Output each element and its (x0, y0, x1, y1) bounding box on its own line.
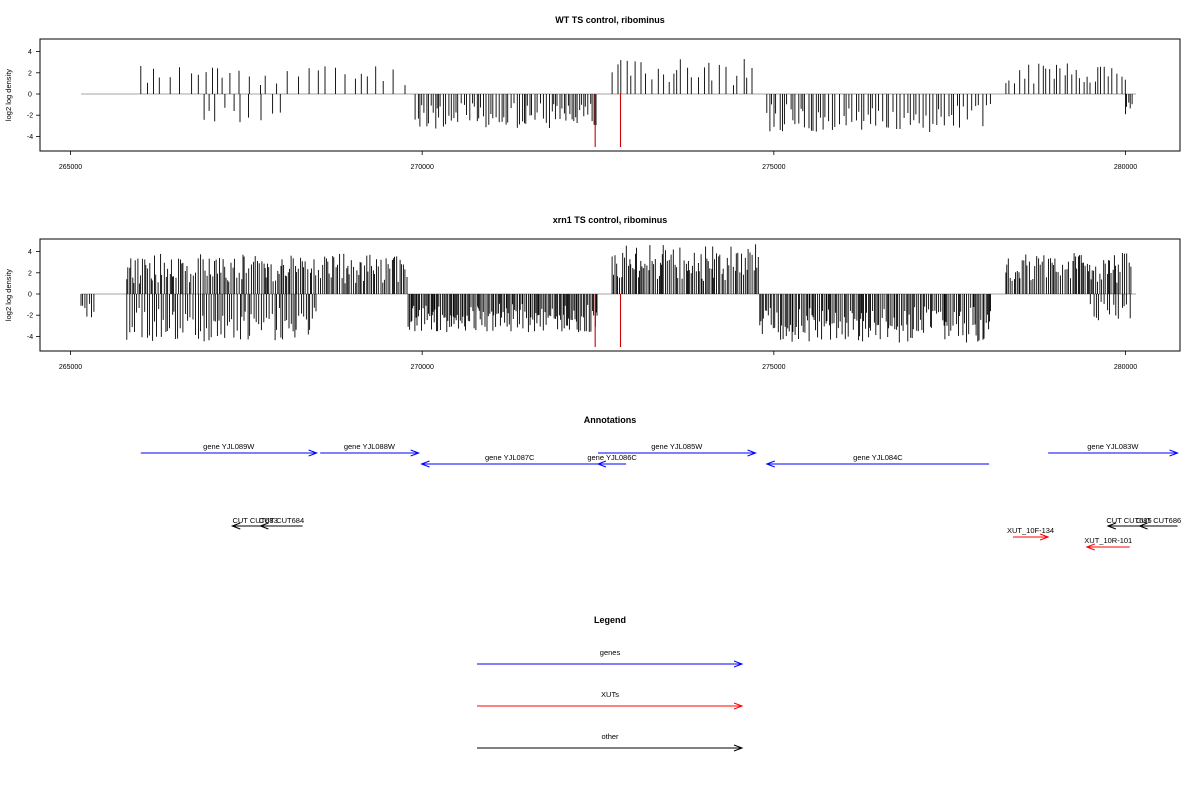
y-tick-label: -2 (27, 313, 33, 320)
gene-feature-arrowhead (410, 449, 421, 457)
gene-feature-arrowhead (420, 460, 430, 468)
cut-feature-label: CUT CUT686 (1136, 516, 1181, 525)
gene-feature-arrowhead (765, 460, 775, 468)
y-tick-label: 0 (28, 92, 32, 99)
gene-feature: gene YJL084C (765, 453, 990, 468)
y-tick-label: 2 (28, 70, 32, 77)
xrn1-x-ticks: 265000 270000 275000 280000 (59, 351, 1137, 371)
y-tick-label: -2 (27, 113, 33, 120)
xrn1-panel: xrn1 TS control, ribominus log2 log dens… (4, 215, 1181, 371)
wt-y-axis-label: log2 log density (4, 69, 13, 121)
gene-feature-label: gene YJL083W (1087, 442, 1139, 451)
legend-genes-arrowhead (733, 660, 744, 668)
legend-title: Legend (594, 615, 626, 625)
gene-feature-arrowhead (1169, 449, 1179, 457)
xrn1-marks (80, 244, 1137, 347)
gene-feature-arrowhead (747, 449, 757, 457)
x-tick-label: 280000 (1114, 364, 1137, 371)
xrn1-plot-frame (39, 238, 1181, 352)
wt-marks (81, 59, 1137, 147)
xut-feature-label: XUT_10F-134 (1007, 526, 1054, 535)
gene-feature: gene YJL087C (420, 453, 598, 468)
legend-item-label: XUTs (601, 690, 619, 699)
cut-feature-arrowhead (1106, 522, 1117, 530)
gene-feature-label: gene YJL085W (651, 442, 703, 451)
wt-plot-frame (39, 38, 1181, 152)
gene-feature-label: gene YJL089W (203, 442, 255, 451)
wt-panel-title: WT TS control, ribominus (555, 15, 665, 25)
cut-feature-label: CUT CUT683 (232, 516, 277, 525)
xrn1-panel-title: xrn1 TS control, ribominus (553, 215, 668, 225)
xut-feature: XUT_10R-101 (1084, 536, 1132, 551)
legend: genes XUTs other (477, 648, 744, 752)
gene-feature-arrowhead (308, 449, 319, 457)
cut-feature-arrowhead (230, 522, 241, 530)
xrn1-y-axis-label: log2 log density (4, 269, 13, 321)
xrn1-y-ticks: 4 2 0 -2 -4 (27, 249, 40, 341)
y-tick-label: 2 (28, 270, 32, 277)
cut-feature-label: CUT CUT685 (1106, 516, 1151, 525)
xut-feature-arrowhead (1085, 543, 1095, 551)
cut-feature-arrowhead (1138, 522, 1148, 530)
cut-feature-label: CUT CUT684 (259, 516, 304, 525)
legend-XUTs-arrowhead (733, 702, 744, 710)
gene-feature-arrowhead (596, 460, 607, 468)
x-tick-label: 265000 (59, 364, 82, 371)
gene-feature-label: gene YJL084C (853, 453, 903, 462)
gene-feature-label: gene YJL087C (485, 453, 535, 462)
wt-y-ticks: 4 2 0 -2 -4 (27, 49, 40, 141)
annotations-title: Annotations (584, 415, 637, 425)
cut-feature: CUT CUT684 (258, 516, 304, 530)
cut-feature-arrowhead (258, 522, 269, 530)
annotation-tracks: gene YJL089W gene YJL088W gene YJL087C gene… (140, 442, 1181, 551)
y-tick-label: -4 (27, 134, 33, 141)
xut-feature-arrowhead (1039, 533, 1050, 541)
cut-feature: CUT CUT686 (1136, 516, 1181, 530)
x-tick-label: 265000 (59, 164, 82, 171)
gene-feature: gene YJL086C (587, 453, 637, 468)
xut-feature-label: XUT_10R-101 (1084, 536, 1132, 545)
wt-x-ticks: 265000 270000 275000 280000 (59, 151, 1137, 171)
y-tick-label: 4 (28, 49, 32, 56)
legend-item-label: other (601, 732, 619, 741)
gene-feature: gene YJL083W (1048, 442, 1179, 457)
legend-item-label: genes (600, 648, 621, 657)
wt-panel: WT TS control, ribominus log2 log densit… (4, 15, 1181, 171)
x-tick-label: 270000 (410, 164, 433, 171)
x-tick-label: 275000 (762, 364, 785, 371)
x-tick-label: 275000 (762, 164, 785, 171)
y-tick-label: 0 (28, 292, 32, 299)
y-tick-label: -4 (27, 334, 33, 341)
y-tick-label: 4 (28, 249, 32, 256)
gene-feature: gene YJL088W (320, 442, 421, 457)
x-tick-label: 280000 (1114, 164, 1137, 171)
gene-feature-label: gene YJL088W (344, 442, 396, 451)
legend-other-arrowhead (733, 744, 744, 752)
gene-feature: gene YJL089W (140, 442, 319, 457)
gene-feature-label: gene YJL086C (587, 453, 637, 462)
x-tick-label: 270000 (410, 364, 433, 371)
xut-feature: XUT_10F-134 (1007, 526, 1054, 541)
gene-feature: gene YJL085W (598, 442, 757, 457)
